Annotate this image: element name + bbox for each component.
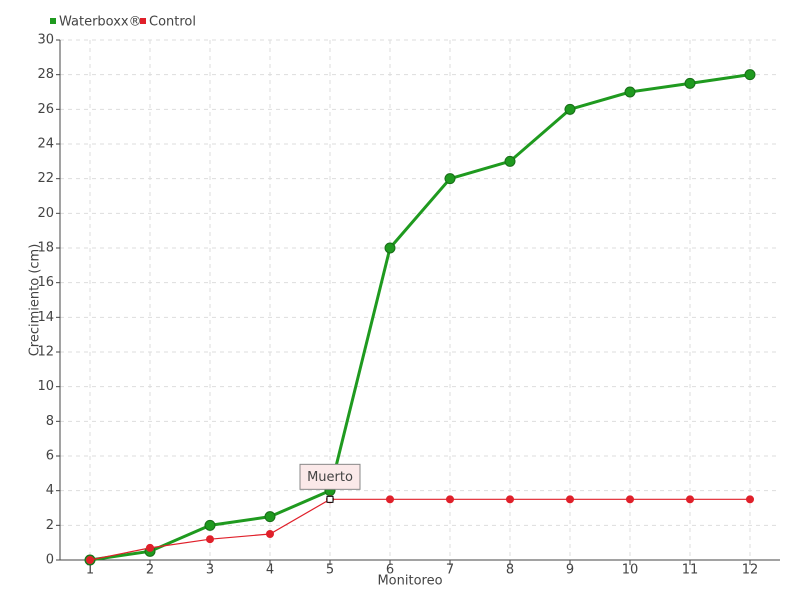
x-tick-label: 12	[742, 563, 759, 578]
x-tick-label: 6	[386, 563, 394, 578]
data-point	[746, 495, 754, 504]
y-tick-label: 26	[37, 102, 54, 117]
data-point	[624, 86, 636, 98]
y-tick-label: 22	[37, 171, 54, 186]
y-tick-label: 28	[37, 67, 54, 82]
series-line	[89, 498, 750, 561]
x-tick-label: 5	[326, 563, 334, 578]
data-point	[744, 69, 756, 81]
x-tick-label: 11	[682, 563, 699, 578]
x-tick-label: 4	[266, 563, 274, 578]
y-tick-label: 2	[46, 518, 54, 533]
data-point	[146, 543, 154, 552]
y-axis-label: Crecimiento (cm)	[28, 244, 43, 357]
annotation-box	[299, 463, 361, 490]
legend-label: Control	[149, 15, 196, 30]
x-axis-label: Monitoreo	[377, 574, 442, 589]
y-tick-label: 8	[46, 414, 54, 429]
data-point	[686, 495, 694, 504]
legend-swatch	[50, 18, 56, 24]
data-point	[386, 495, 394, 504]
x-tick-label: 1	[86, 563, 94, 578]
y-tick-label: 4	[46, 483, 54, 498]
data-point	[684, 77, 696, 89]
data-point	[266, 530, 274, 538]
annotation: Muerto	[307, 470, 353, 485]
y-tick-label: 20	[37, 206, 54, 221]
y-tick-label: 10	[37, 379, 54, 394]
x-tick-label: 7	[446, 563, 454, 578]
data-point	[506, 495, 514, 504]
data-point	[446, 495, 454, 504]
y-tick-label: 16	[37, 275, 54, 290]
series-line	[89, 73, 751, 562]
data-point	[564, 103, 576, 115]
y-tick-label: 24	[37, 137, 54, 152]
legend-label: Waterboxx®	[59, 15, 142, 30]
x-tick-label: 9	[566, 563, 574, 578]
x-tick-label: 10	[622, 563, 639, 578]
data-point	[206, 535, 214, 544]
legend-swatch	[140, 18, 146, 24]
data-point	[384, 242, 396, 254]
data-point	[626, 495, 634, 504]
y-tick-label: 6	[46, 449, 54, 464]
data-point	[264, 511, 276, 523]
data-point	[86, 556, 94, 564]
x-tick-label: 2	[146, 563, 154, 578]
x-tick-label: 3	[206, 563, 214, 578]
y-tick-label: 30	[37, 33, 54, 48]
data-point	[444, 173, 456, 185]
annotation-marker	[326, 495, 334, 503]
x-tick-label: 8	[506, 563, 514, 578]
y-tick-label: 12	[37, 345, 54, 360]
data-point	[204, 519, 216, 531]
y-tick-label: 0	[46, 553, 54, 568]
y-tick-label: 18	[37, 241, 54, 256]
data-point	[504, 155, 516, 167]
data-point	[566, 495, 574, 504]
y-tick-label: 14	[37, 310, 54, 325]
